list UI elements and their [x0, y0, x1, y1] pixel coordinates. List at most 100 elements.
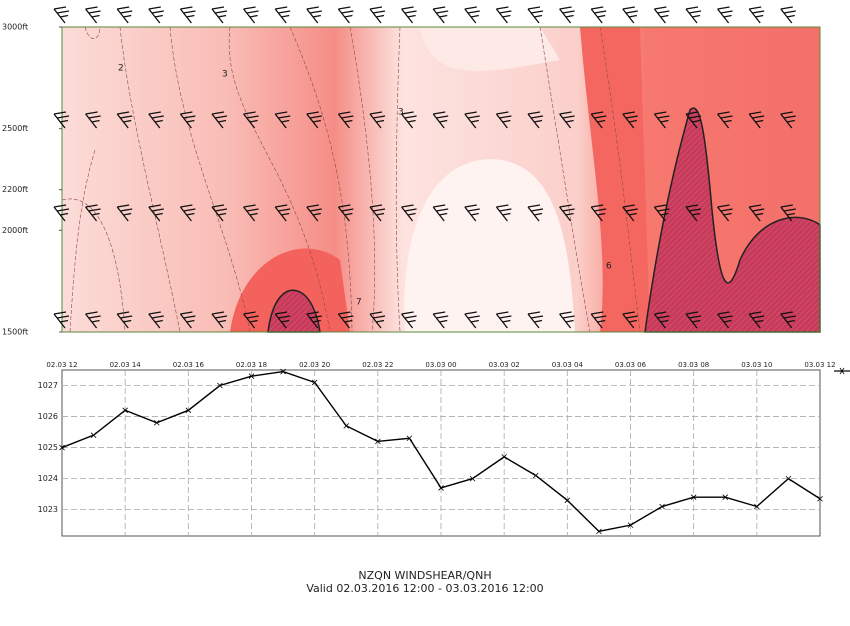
- wind-barb: [211, 6, 228, 24]
- plot-frame: [61, 26, 821, 333]
- wind-barb: [306, 6, 322, 24]
- wind-barb: [717, 204, 733, 222]
- point-marker: [90, 432, 97, 438]
- point-marker: [564, 497, 571, 504]
- wind-barb: [85, 311, 101, 329]
- wind-barb: [306, 204, 322, 222]
- point-marker: [785, 475, 792, 482]
- wind-barb: [148, 204, 164, 222]
- wind-barb: [495, 311, 512, 329]
- wind-barb: [401, 311, 417, 329]
- x-tick-label: 02.03 22: [362, 361, 393, 369]
- wind-barb: [53, 204, 70, 222]
- contour-label: 2: [118, 64, 124, 74]
- x-tick-label: 02.03 14: [110, 361, 142, 369]
- wind-barb: [717, 311, 733, 329]
- x-tick-label: 03.03 04: [552, 361, 584, 369]
- wind-barb: [527, 6, 544, 24]
- point-marker: [217, 382, 223, 389]
- wind-barb: [559, 204, 575, 222]
- wind-barb: [85, 204, 101, 222]
- x-tick-label: 02.03 20: [299, 361, 330, 369]
- point-marker: [406, 435, 413, 442]
- wind-barb: [179, 6, 196, 24]
- wind-barb: [464, 111, 480, 129]
- point-marker: [438, 485, 444, 491]
- wind-barb: [432, 111, 449, 129]
- y-tick-label: 1027: [38, 381, 58, 390]
- point-marker: [248, 373, 255, 379]
- y-tick-label: 2500ft: [2, 124, 28, 133]
- wind-barb: [780, 6, 796, 24]
- x-tick-label: 03.03 12: [804, 361, 835, 369]
- wind-barb: [211, 204, 228, 222]
- wind-barb: [559, 111, 575, 129]
- x-tick-label: 02.03 12: [46, 361, 77, 369]
- y-tick-label: 1500ft: [2, 328, 28, 337]
- wind-barb: [306, 111, 322, 129]
- wind-barb: [559, 311, 575, 329]
- point-marker: [754, 503, 760, 510]
- wind-barb: [780, 311, 796, 329]
- wind-barb: [748, 311, 765, 329]
- wind-barb: [780, 204, 796, 222]
- wind-barb: [243, 204, 259, 222]
- x-tick-label: 03.03 08: [678, 361, 709, 369]
- wind-barb: [685, 111, 702, 129]
- point-marker: [501, 454, 507, 460]
- wind-barb: [116, 204, 133, 222]
- point-marker: [469, 475, 476, 482]
- point-marker: [185, 407, 192, 414]
- wind-barb: [211, 111, 228, 129]
- point-marker: [280, 368, 286, 375]
- wind-barb: [337, 6, 354, 24]
- contour-fill: [644, 107, 821, 333]
- contour-fill: [580, 27, 650, 332]
- wind-barb: [590, 111, 607, 129]
- wind-barb: [622, 311, 638, 329]
- wind-barb: [495, 6, 512, 24]
- wind-barbs: [53, 6, 796, 329]
- wind-barb: [622, 111, 638, 129]
- point-marker: [690, 494, 697, 500]
- wind-barb: [148, 6, 164, 24]
- wind-barb: [274, 111, 291, 129]
- wind-barb: [85, 6, 101, 24]
- wind-barb: [748, 204, 765, 222]
- wind-barb: [401, 6, 417, 24]
- wind-barb: [401, 204, 417, 222]
- x-tick-label: 02.03 16: [173, 361, 205, 369]
- wind-barb: [369, 311, 386, 329]
- wind-barb: [432, 311, 449, 329]
- contour-plot: 2 3 3 6 7: [61, 26, 821, 333]
- point-marker: [153, 419, 160, 426]
- legend-marker: [839, 367, 845, 375]
- point-marker: [627, 522, 634, 528]
- chart-subtitle: Valid 02.03.2016 12:00 - 03.03.2016 12:0…: [306, 582, 543, 595]
- wind-barb: [527, 311, 544, 329]
- wind-barb: [432, 204, 449, 222]
- wind-barb: [179, 111, 196, 129]
- wind-barb: [116, 311, 133, 329]
- wind-barb: [148, 111, 164, 129]
- wind-barb: [748, 111, 765, 129]
- wind-barb: [337, 311, 354, 329]
- wind-barb: [464, 204, 480, 222]
- contour-label: 3: [398, 108, 404, 118]
- y-tick-label: 1026: [38, 412, 58, 421]
- point-marker: [722, 494, 729, 500]
- y-tick-label: 2200ft: [2, 185, 28, 194]
- wind-barb: [337, 204, 354, 222]
- point-marker: [375, 438, 381, 445]
- y-tick-label: 1024: [38, 474, 58, 483]
- line-chart: 1023 1024 1025 1026 1027 02.03 12 02.03 14 02.0…: [38, 361, 836, 537]
- x-tick-label: 02.03 18: [236, 361, 267, 369]
- wind-barb: [653, 6, 670, 24]
- wind-barb: [179, 204, 196, 222]
- wind-barb: [717, 111, 733, 129]
- point-marker: [596, 528, 602, 535]
- wind-barb: [53, 311, 70, 329]
- wind-barb: [780, 111, 796, 129]
- wind-barb: [590, 311, 607, 329]
